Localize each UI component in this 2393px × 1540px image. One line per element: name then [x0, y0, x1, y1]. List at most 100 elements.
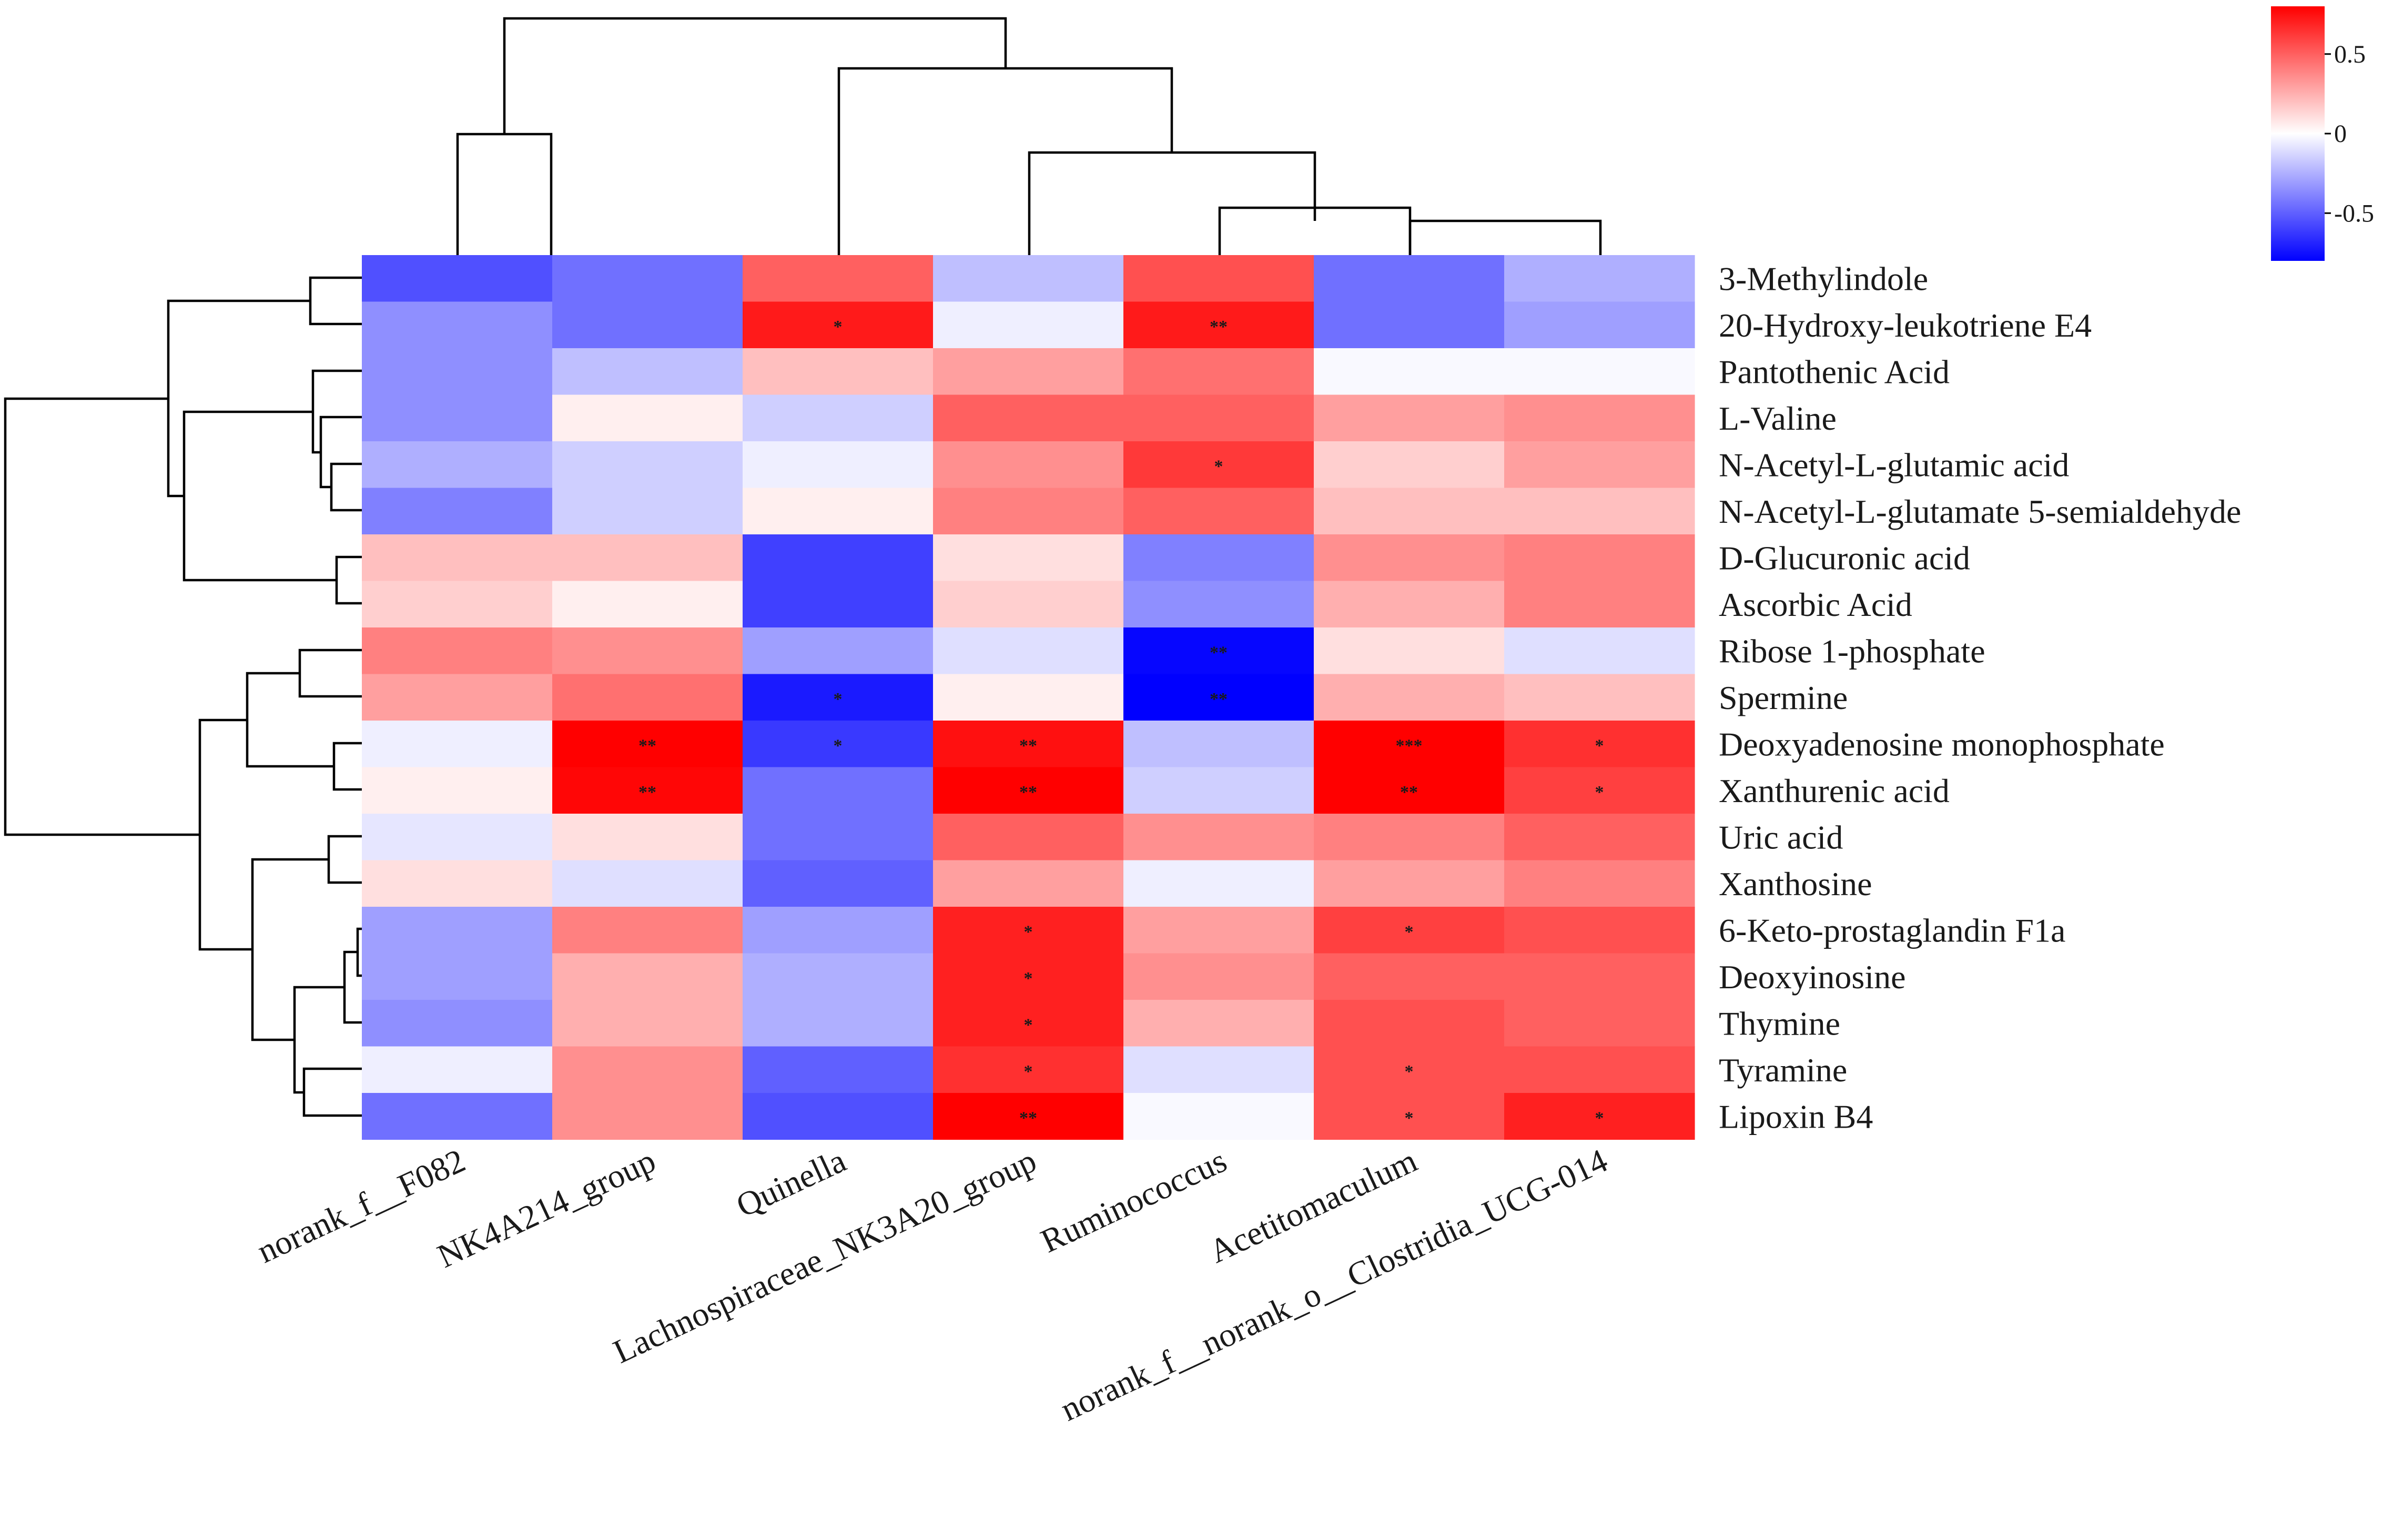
heatmap-cell — [1314, 348, 1505, 396]
significance-marks: * ****** **** * ** *** *** ** ** ** **** *** * * — [638, 317, 1604, 1128]
row-label-ribose-1-phosphate: Ribose 1-phosphate — [1719, 632, 1985, 670]
heatmap-cell — [552, 581, 743, 628]
heatmap-cell — [933, 721, 1124, 768]
heatmap-cell — [1504, 534, 1695, 582]
column-label-ruminococcus: Ruminococcus — [1035, 1141, 1232, 1260]
row-dendrogram-branch — [198, 718, 252, 951]
significance-mark: * — [1024, 1015, 1033, 1035]
heatmap-cell — [1504, 581, 1695, 628]
heatmap-cell — [933, 255, 1124, 302]
significance-mark: ** — [638, 736, 656, 755]
heatmap-cell — [552, 534, 743, 582]
column-dendrogram-branch — [1408, 219, 1602, 255]
heatmap-cell — [1123, 301, 1314, 349]
heatmap-cell — [1314, 907, 1505, 954]
heatmap-cell — [1504, 953, 1695, 1000]
row-dendrogram-branch — [309, 276, 362, 326]
heatmap-cell — [362, 627, 553, 675]
heatmap-cell — [743, 348, 934, 396]
color-bar-tick-label: 0.5 — [2334, 40, 2366, 68]
heatmap-cell — [552, 767, 743, 814]
significance-mark: * — [1024, 969, 1033, 988]
heatmap-cell — [1504, 488, 1695, 535]
heatmap-cell — [1504, 814, 1695, 861]
column-dendrogram-branch — [456, 133, 553, 255]
significance-mark: ** — [1210, 690, 1228, 709]
row-dendrogram-branch — [335, 555, 362, 605]
row-label-6-keto-prostaglandin-f1a: 6-Keto-prostaglandin F1a — [1719, 911, 2065, 949]
heatmap-cell — [362, 721, 553, 768]
row-label-deoxyadenosine-monophosphate: Deoxyadenosine monophosphate — [1719, 725, 2165, 763]
heatmap-cell — [933, 953, 1124, 1000]
row-dendrogram-branch — [251, 858, 329, 1041]
heatmap-cell — [1504, 301, 1695, 349]
heatmap-cell — [1504, 255, 1695, 302]
significance-mark: * — [1595, 783, 1604, 802]
heatmap-cell — [362, 441, 553, 489]
significance-mark: * — [1595, 1108, 1604, 1128]
significance-mark: * — [1214, 457, 1223, 476]
heatmap-cell — [1123, 488, 1314, 535]
heatmap-cell — [743, 394, 934, 442]
heatmap-cell — [1123, 860, 1314, 907]
heatmap-cell — [1123, 721, 1314, 768]
heatmap-cell — [1123, 255, 1314, 302]
heatmap-cell — [1504, 1000, 1695, 1047]
heatmap-cell — [362, 814, 553, 861]
heatmap-cell — [362, 767, 553, 814]
heatmap-cell — [362, 1046, 553, 1093]
heatmap-cell — [743, 907, 934, 954]
heatmap-cell — [1504, 394, 1695, 442]
row-dendrogram — [4, 276, 362, 1117]
heatmap-cell — [743, 301, 934, 349]
heatmap-cell — [1314, 581, 1505, 628]
row-labels: 3-Methylindole 20-Hydroxy-leukotriene E4 P… — [1719, 260, 2241, 1135]
heatmap-cell — [1504, 860, 1695, 907]
heatmap-cell — [743, 767, 934, 814]
row-label-spermine: Spermine — [1719, 679, 1848, 716]
heatmap-cell — [552, 627, 743, 675]
heatmap-cell — [362, 860, 553, 907]
color-bar-ticks: 0.5 0 -0.5 — [2325, 40, 2374, 227]
row-label-uric-acid: Uric acid — [1719, 818, 1843, 856]
row-label-n-acetyl-l-glutamate-5-semialdehyde: N-Acetyl-L-glutamate 5-semialdehyde — [1719, 493, 2241, 530]
heatmap-cell — [1314, 767, 1505, 814]
column-label-nk4a214-group: NK4A214_group — [432, 1141, 661, 1275]
heatmap-cell — [933, 627, 1124, 675]
row-dendrogram-branch — [356, 927, 362, 977]
heatmap-cell — [362, 907, 553, 954]
row-label-tyramine: Tyramine — [1719, 1051, 1847, 1089]
heatmap-cell — [933, 488, 1124, 535]
heatmap-cell — [362, 1093, 553, 1140]
heatmap-cell — [743, 255, 934, 302]
heatmap-cell — [362, 581, 553, 628]
heatmap-cell — [1504, 767, 1695, 814]
heatmap-cell — [1123, 348, 1314, 396]
significance-mark: * — [1405, 1108, 1414, 1128]
heatmap-cell — [552, 1046, 743, 1093]
significance-mark: *** — [1396, 736, 1423, 755]
row-label-d-glucuronic-acid: D-Glucuronic acid — [1719, 539, 1970, 576]
heatmap-cell — [933, 348, 1124, 396]
heatmap-cell — [552, 1000, 743, 1047]
heatmap-cell — [933, 674, 1124, 721]
heatmap-cell — [1504, 1046, 1695, 1093]
heatmap-cell — [933, 301, 1124, 349]
heatmap-cell — [1314, 1046, 1505, 1093]
heatmap-cell — [1123, 394, 1314, 442]
heatmap-cell — [743, 1093, 934, 1140]
heatmap-cell — [552, 488, 743, 535]
color-bar-tick-label: -0.5 — [2334, 199, 2374, 227]
heatmap-cell — [1123, 1046, 1314, 1093]
heatmap-cell — [1123, 1000, 1314, 1047]
heatmap-cell — [933, 767, 1124, 814]
row-label-3-methylindole: 3-Methylindole — [1719, 260, 1928, 297]
heatmap-cell — [1123, 907, 1314, 954]
heatmap-cell — [1123, 627, 1314, 675]
heatmap-cell — [933, 907, 1124, 954]
heatmap-cell — [1314, 814, 1505, 861]
heatmap-cell — [1123, 441, 1314, 489]
heatmap-cell — [552, 441, 743, 489]
significance-mark: * — [834, 690, 843, 709]
